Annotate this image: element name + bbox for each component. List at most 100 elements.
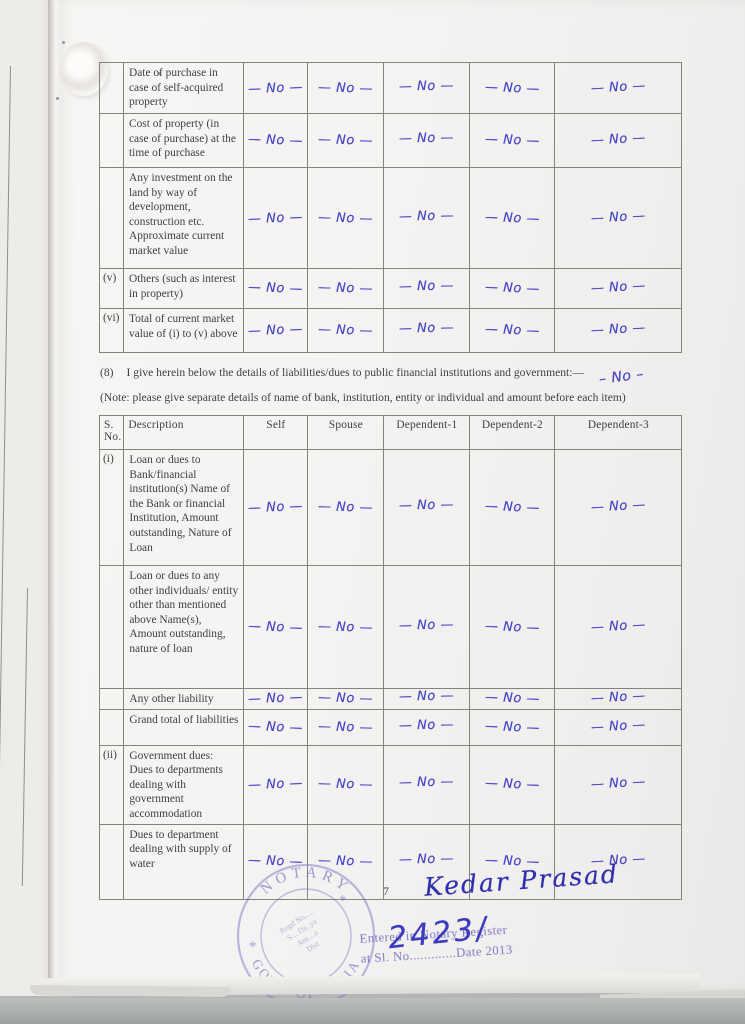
handwritten-no: — No — bbox=[399, 497, 455, 514]
page-stack-edge bbox=[29, 984, 231, 998]
value-cell: — No — bbox=[554, 449, 683, 566]
handwritten-no: — No — bbox=[399, 774, 455, 791]
table-row: (v) Others (such as interest in property)… bbox=[99, 268, 682, 309]
value-cell: — No — bbox=[307, 744, 385, 825]
value-cell: — No — bbox=[469, 744, 556, 825]
handwritten-no: — No — bbox=[590, 717, 647, 736]
handwritten-no: — No — bbox=[317, 280, 374, 297]
handwritten-no: — No — bbox=[248, 776, 304, 794]
row-description: Government dues: Dues to departments dea… bbox=[123, 744, 245, 825]
row-description: Cost of property (in case of purchase) a… bbox=[123, 113, 244, 168]
handwritten-no: — No — bbox=[590, 617, 647, 635]
table-row: Any other liability — No — — No — — No — — N… bbox=[98, 688, 683, 710]
handwritten-no: — No — bbox=[590, 208, 646, 226]
handwritten-no: — No — bbox=[590, 688, 647, 707]
property-details-table: Date of purchase in case of self-acquire… bbox=[99, 62, 682, 353]
row-description: Others (such as interest in property) bbox=[123, 268, 244, 309]
value-cell: — No — bbox=[307, 268, 384, 309]
handwritten-no: — No — bbox=[248, 618, 304, 636]
column-header: Dependent-1 bbox=[383, 415, 471, 450]
value-cell: — No — bbox=[383, 449, 471, 566]
row-serial bbox=[98, 688, 125, 710]
grid-line bbox=[21, 588, 28, 886]
row-description: Dues to department dealing with supply o… bbox=[123, 823, 245, 900]
seal-star-left: * bbox=[249, 939, 257, 955]
value-cell: — No — bbox=[554, 688, 683, 710]
row-description: Loan or dues to any other individuals/ e… bbox=[123, 565, 245, 689]
value-cell: — No — bbox=[307, 167, 384, 269]
handwritten-no: — No — bbox=[247, 209, 304, 227]
handwritten-no: — No — bbox=[399, 688, 455, 705]
value-cell: — No — bbox=[243, 449, 309, 566]
handwritten-no: — No — bbox=[484, 618, 541, 636]
liabilities-table: S. No. Description Self Spouse Dependent-1 De… bbox=[98, 415, 683, 900]
handwritten-no: — No — bbox=[590, 130, 646, 149]
value-cell: — No — bbox=[383, 688, 471, 710]
table-row: Dues to department dealing with supply o… bbox=[98, 823, 683, 900]
handwritten-no: — No — bbox=[317, 209, 374, 227]
table-row: Date of purchase in case of self-acquire… bbox=[99, 62, 682, 114]
table-row: Cost of property (in case of purchase) a… bbox=[99, 113, 682, 168]
table-row: (ii) Government dues: Dues to departments… bbox=[98, 744, 683, 825]
value-cell: — No — bbox=[554, 744, 683, 825]
row-description: Grand total of liabilities bbox=[123, 708, 245, 746]
scan-speck bbox=[56, 97, 59, 100]
value-cell: — No — bbox=[469, 449, 556, 566]
value-cell: — No — bbox=[243, 688, 309, 710]
page-number: 7 bbox=[383, 884, 389, 898]
page-fold bbox=[48, 0, 62, 993]
handwritten-no: — No — bbox=[398, 130, 455, 147]
value-cell: — No — bbox=[243, 113, 308, 168]
handwritten-no: — No — bbox=[590, 320, 646, 339]
row-serial: (ii) bbox=[98, 744, 125, 825]
handwritten-no: — No — bbox=[318, 776, 374, 793]
handwritten-no: — No — bbox=[398, 278, 455, 295]
value-cell: — No — bbox=[243, 308, 308, 353]
handwritten-no: — No — bbox=[317, 132, 374, 149]
seal-star-right: * bbox=[339, 893, 347, 909]
scanner-background bbox=[0, 998, 745, 1024]
value-cell: — No — bbox=[554, 708, 683, 746]
value-cell: — No — bbox=[243, 167, 308, 269]
value-cell: — No — bbox=[383, 565, 471, 689]
value-cell: — No — bbox=[307, 449, 385, 566]
handwritten-no: — No — bbox=[318, 718, 374, 736]
row-description: Any other liability bbox=[123, 688, 245, 710]
value-cell: — No — bbox=[469, 167, 555, 269]
value-cell: — No — bbox=[554, 62, 682, 114]
handwritten-no: — No — bbox=[484, 280, 540, 297]
value-cell: — No — bbox=[469, 62, 555, 114]
row-description: Any investment on the land by way of dev… bbox=[123, 167, 244, 269]
handwritten-no: — No — bbox=[484, 79, 540, 97]
row-serial bbox=[98, 565, 125, 689]
handwritten-no: — No — bbox=[247, 280, 304, 297]
value-cell: — No — bbox=[243, 62, 308, 114]
clause-text: I give herein below the details of liabi… bbox=[126, 366, 585, 379]
value-cell: — No — bbox=[243, 708, 309, 746]
column-header: Dependent-2 bbox=[469, 415, 556, 450]
value-cell: — No — bbox=[554, 308, 682, 353]
value-cell: — No — bbox=[469, 308, 555, 353]
row-description: Total of current market value of (i) to … bbox=[123, 308, 244, 353]
handwritten-no: — No — bbox=[484, 776, 541, 794]
handwritten-no: — No — bbox=[248, 718, 304, 736]
handwritten-no: — No — bbox=[247, 322, 304, 339]
header-row: S. No. Description Self Spouse Dependent-1 De… bbox=[98, 415, 683, 450]
handwritten-no: — No — bbox=[399, 717, 455, 734]
grid-line bbox=[0, 66, 11, 884]
handwritten-no: — No — bbox=[590, 497, 647, 516]
value-cell: — No — bbox=[383, 823, 471, 900]
value-cell: — No — bbox=[469, 708, 556, 746]
value-cell: — No — bbox=[243, 823, 309, 900]
scan-speck bbox=[62, 41, 65, 44]
handwritten-no: — No — bbox=[399, 617, 455, 633]
handwritten-no: — No — bbox=[317, 322, 374, 339]
handwritten-no: — No — bbox=[484, 322, 540, 339]
row-serial bbox=[99, 62, 124, 114]
value-cell: — No — bbox=[307, 708, 385, 746]
row-serial bbox=[99, 167, 124, 269]
value-cell: — No — bbox=[554, 113, 682, 168]
column-header: Description bbox=[123, 415, 245, 450]
row-serial: (vi) bbox=[99, 308, 124, 353]
row-serial bbox=[98, 708, 125, 746]
